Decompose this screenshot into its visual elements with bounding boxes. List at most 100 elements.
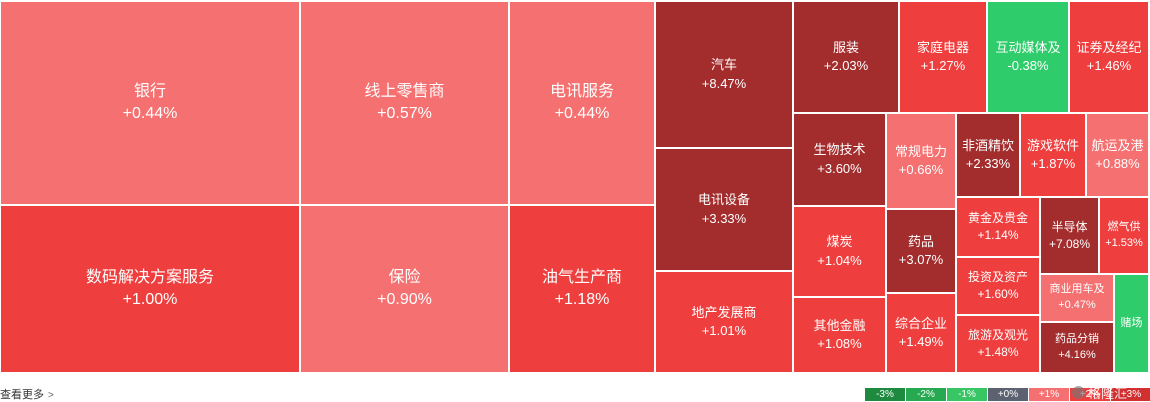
treemap-cell[interactable]: 航运及港 +0.88% <box>1086 113 1149 197</box>
sector-change: +1.87% <box>1030 156 1076 171</box>
sector-name: 地产发展商 <box>691 304 757 320</box>
sector-change: +0.44% <box>122 105 178 122</box>
view-more-link[interactable]: 查看更多 > <box>0 386 54 402</box>
sector-name: 生物技术 <box>813 142 866 158</box>
sector-change: +1.60% <box>977 287 1019 301</box>
logo-icon <box>1072 386 1085 399</box>
treemap-cell[interactable]: 常规电力 +0.66% <box>886 113 956 209</box>
treemap-cell[interactable]: 家庭电器 +1.27% <box>899 1 987 113</box>
sector-name: 线上零售商 <box>364 83 445 100</box>
legend-swatch: +0% <box>988 388 1028 401</box>
treemap-cell[interactable]: 赌场 <box>1114 274 1149 373</box>
treemap-cell[interactable]: 电讯设备 +3.33% <box>655 148 793 271</box>
sector-change: +1.00% <box>122 291 178 308</box>
sector-name: 药品 <box>907 233 934 249</box>
sector-name: 常规电力 <box>894 143 947 159</box>
treemap-cell[interactable]: 电讯服务 +0.44% <box>509 1 655 205</box>
treemap-cell[interactable]: 燃气供 +1.53% <box>1099 197 1149 274</box>
sector-name: 商业用车及 <box>1049 283 1105 296</box>
treemap-cell[interactable]: 投资及资产 +1.60% <box>956 257 1040 315</box>
treemap-cell[interactable]: 黄金及贵金 +1.14% <box>956 197 1040 257</box>
sector-change: +1.49% <box>898 334 944 349</box>
sector-change: +0.88% <box>1095 156 1140 171</box>
sector-name: 游戏软件 <box>1026 137 1079 153</box>
sector-treemap: 银行 +0.44% 线上零售商 +0.57% 电讯服务 +0.44% 数码解决方案服务 +1.… <box>0 1 1149 373</box>
treemap-cell[interactable]: 生物技术 +3.60% <box>793 113 886 206</box>
treemap-cell[interactable]: 油气生产商 +1.18% <box>509 205 655 373</box>
sector-change: +0.47% <box>1058 299 1096 311</box>
treemap-cell[interactable]: 药品分销 +4.16% <box>1040 322 1114 373</box>
sector-change: +1.46% <box>1086 58 1132 73</box>
sector-change: +4.16% <box>1058 348 1096 361</box>
sector-change: +1.01% <box>701 323 747 338</box>
treemap-cell[interactable]: 综合企业 +1.49% <box>886 293 956 373</box>
sector-change: -0.38% <box>1007 58 1049 73</box>
treemap-cell[interactable]: 其他金融 +1.08% <box>793 297 886 373</box>
treemap-cell[interactable]: 保险 +0.90% <box>300 205 509 373</box>
sector-change: +0.90% <box>377 291 432 308</box>
sector-name: 家庭电器 <box>916 39 969 55</box>
sector-name: 航运及港 <box>1091 137 1144 153</box>
sector-change: +2.33% <box>965 156 1011 171</box>
treemap-cell[interactable]: 服装 +2.03% <box>793 1 899 113</box>
sector-name: 互动媒体及 <box>995 39 1061 55</box>
sector-change: +3.33% <box>701 210 747 226</box>
sector-change: +1.48% <box>977 345 1019 359</box>
sector-name: 油气生产商 <box>541 269 622 286</box>
sector-name: 其他金融 <box>813 317 866 333</box>
treemap-cell[interactable]: 药品 +3.07% <box>886 209 956 293</box>
treemap-cell[interactable]: 汽车 +8.47% <box>655 1 793 148</box>
sector-change: +3.60% <box>817 160 862 176</box>
sector-name: 黄金及贵金 <box>967 211 1028 225</box>
treemap-cell[interactable]: 互动媒体及 -0.38% <box>987 1 1069 113</box>
sector-change: +1.18% <box>554 291 610 308</box>
sector-change: +0.66% <box>898 162 944 177</box>
sector-change: +1.04% <box>817 252 862 268</box>
watermark: 格隆汇 <box>1072 383 1127 402</box>
sector-change: +1.08% <box>817 336 862 351</box>
chevron-right-icon: > <box>48 390 54 401</box>
treemap-cell[interactable]: 旅游及观光 +1.48% <box>956 315 1040 373</box>
sector-name: 银行 <box>133 83 166 100</box>
sector-change: +1.27% <box>920 58 966 73</box>
view-more-label: 查看更多 <box>0 389 44 401</box>
sector-name: 汽车 <box>710 57 737 73</box>
sector-name: 数码解决方案服务 <box>85 269 214 286</box>
sector-name: 证券及经纪 <box>1076 39 1142 55</box>
treemap-cell[interactable]: 非酒精饮 +2.33% <box>956 113 1020 197</box>
treemap-cell[interactable]: 半导体 +7.08% <box>1040 197 1099 274</box>
legend-swatch: -2% <box>906 388 946 401</box>
sector-change: +2.03% <box>823 58 869 73</box>
sector-name: 电讯设备 <box>697 192 750 208</box>
treemap-cell[interactable]: 游戏软件 +1.87% <box>1020 113 1086 197</box>
sector-name: 投资及资产 <box>967 270 1028 284</box>
legend-swatch: -1% <box>947 388 987 401</box>
treemap-cell[interactable]: 证券及经纪 +1.46% <box>1069 1 1149 113</box>
sector-name: 燃气供 <box>1107 220 1141 233</box>
sector-name: 煤炭 <box>826 234 853 250</box>
sector-change: +0.57% <box>377 105 432 122</box>
sector-name: 保险 <box>388 269 421 286</box>
sector-change: +0.44% <box>554 105 610 122</box>
sector-change: +1.14% <box>977 228 1019 242</box>
sector-change: +8.47% <box>701 75 747 91</box>
sector-name: 非酒精饮 <box>961 137 1014 153</box>
treemap-cell[interactable]: 商业用车及 +0.47% <box>1040 274 1114 322</box>
treemap-cell[interactable]: 地产发展商 +1.01% <box>655 271 793 373</box>
watermark-text: 格隆汇 <box>1088 386 1128 401</box>
treemap-cell[interactable]: 银行 +0.44% <box>0 1 300 205</box>
treemap-cell[interactable]: 线上零售商 +0.57% <box>300 1 509 205</box>
legend-swatch: +3% <box>1111 388 1150 401</box>
sector-name: 半导体 <box>1051 219 1088 234</box>
sector-name: 电讯服务 <box>549 83 614 100</box>
sector-name: 综合企业 <box>894 315 947 331</box>
sector-name: 赌场 <box>1120 316 1143 329</box>
legend-swatch: -3% <box>865 388 905 401</box>
sector-name: 旅游及观光 <box>967 328 1028 342</box>
sector-change: +7.08% <box>1048 236 1091 251</box>
treemap-cell[interactable]: 煤炭 +1.04% <box>793 206 886 297</box>
treemap-cell[interactable]: 数码解决方案服务 +1.00% <box>0 205 300 373</box>
sector-name: 药品分销 <box>1055 332 1099 345</box>
sector-change: +3.07% <box>898 252 944 267</box>
legend-swatch: +1% <box>1029 388 1069 401</box>
